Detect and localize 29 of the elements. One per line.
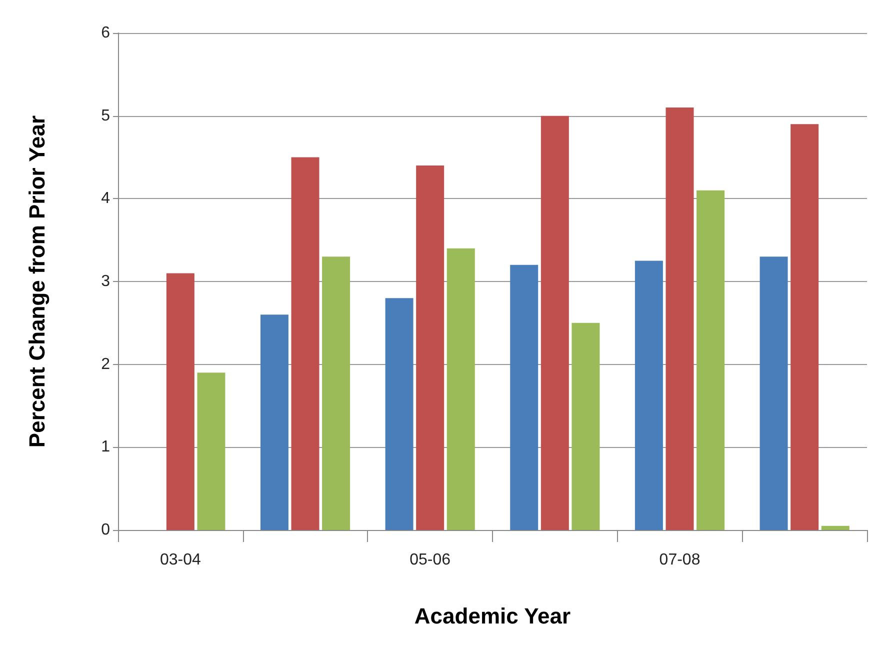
- x-tick-label: 07-08: [659, 552, 700, 568]
- y-tick-label: 2: [101, 356, 110, 373]
- y-tick-label: 6: [101, 24, 110, 42]
- y-tick-label: 3: [101, 273, 110, 290]
- bar: [291, 157, 320, 530]
- bar: [197, 372, 226, 530]
- y-axis-title: Percent Change from Prior Year: [24, 114, 50, 448]
- y-tick-label: 5: [101, 107, 110, 124]
- bar: [260, 314, 288, 530]
- bar: [166, 273, 194, 530]
- bar: [696, 190, 725, 530]
- x-axis-title: Academic Year: [414, 604, 572, 628]
- bar: [790, 124, 819, 530]
- x-tick-label: 03-04: [160, 552, 201, 568]
- bar: [385, 298, 414, 530]
- bar: [446, 248, 475, 530]
- y-tick-label: 1: [101, 438, 110, 456]
- bar: [540, 116, 569, 530]
- y-tick-label: 0: [101, 522, 110, 538]
- bar: [821, 526, 850, 530]
- bar: [572, 322, 600, 530]
- bar: [322, 256, 350, 530]
- bar: [666, 108, 694, 530]
- bar: [760, 256, 788, 530]
- y-tick-label: 4: [101, 190, 110, 208]
- bar: [416, 166, 444, 530]
- bar: [510, 264, 538, 530]
- bar: [634, 260, 663, 530]
- x-tick-label: 05-06: [410, 552, 451, 568]
